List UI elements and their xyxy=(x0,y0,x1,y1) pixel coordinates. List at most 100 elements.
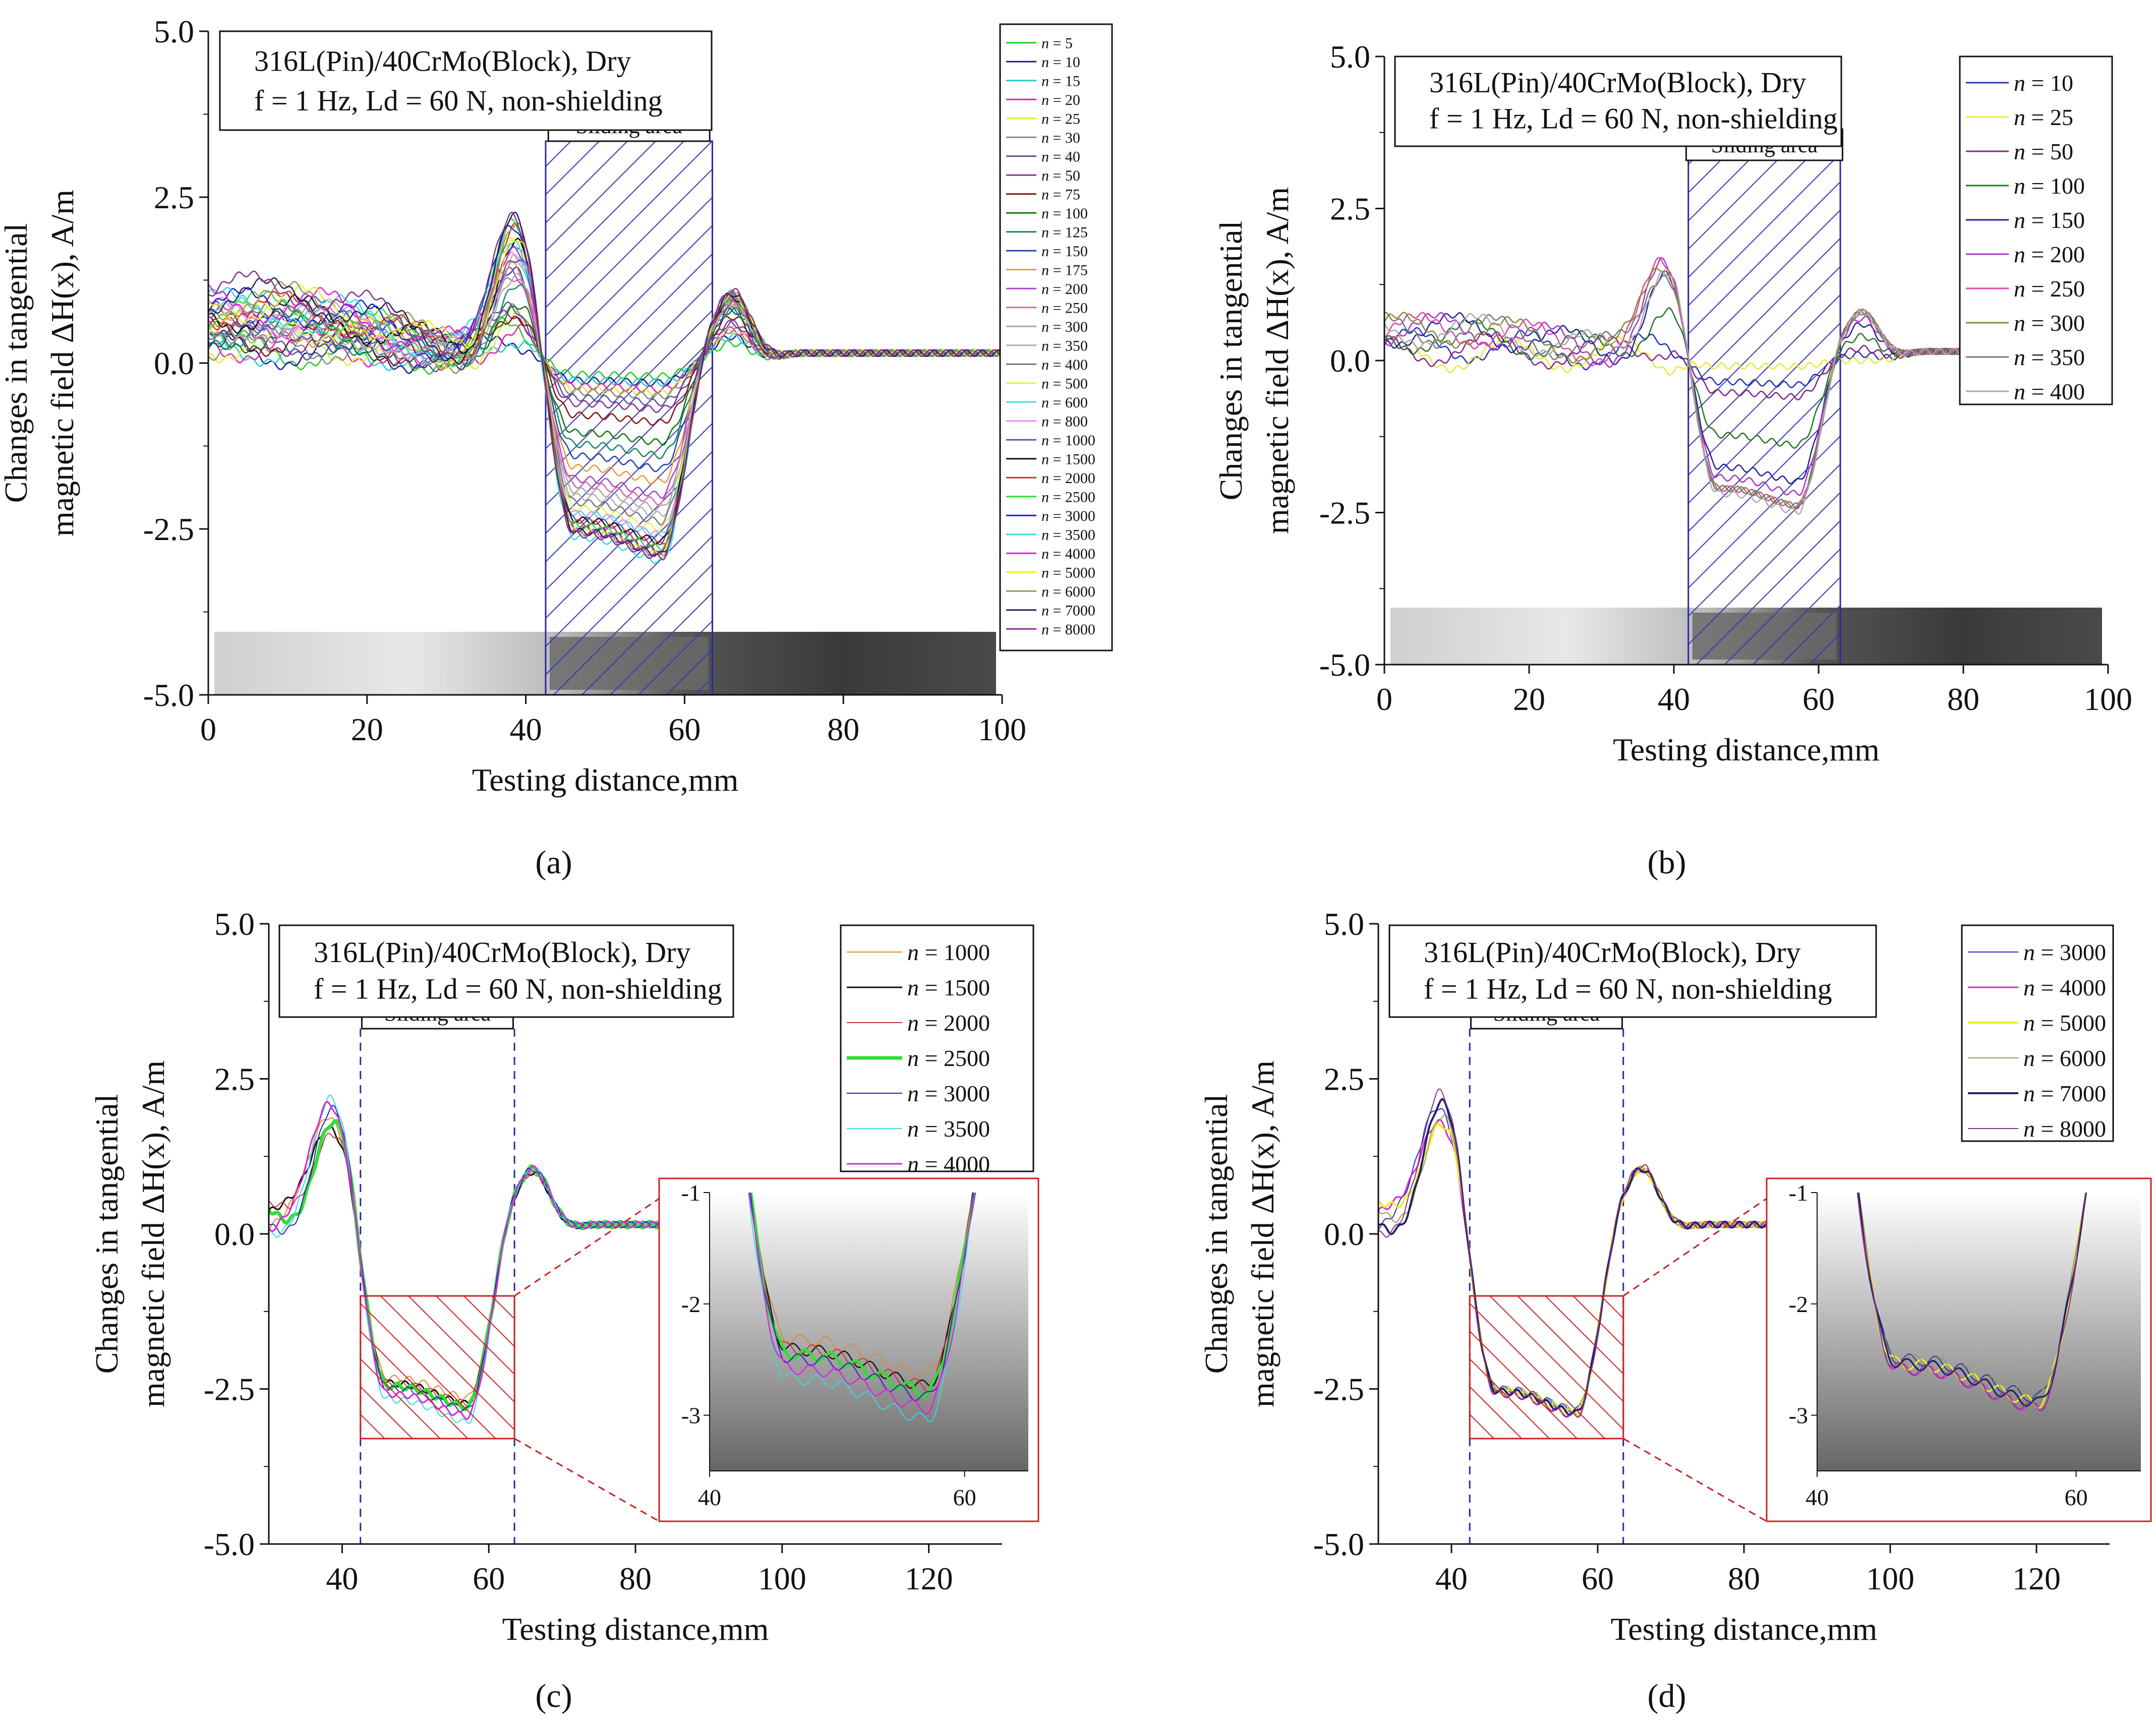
info-box xyxy=(219,30,713,131)
y-tick-label: -2.5 xyxy=(204,1372,255,1407)
chart-panel: Sliding area-5.0-2.50.02.55.040608010012… xyxy=(89,906,1039,1714)
x-tick-label: 60 xyxy=(1582,1561,1614,1596)
legend-box xyxy=(1961,924,2114,1142)
hatch-line xyxy=(1688,379,1841,532)
info-box xyxy=(278,924,734,1018)
legend-label-n8000: n = 8000 xyxy=(2023,1116,2106,1142)
y-tick-label: 5.0 xyxy=(1330,39,1370,75)
hatch-line xyxy=(878,160,1382,665)
hatch-line xyxy=(545,168,713,337)
zoom-hatch-line xyxy=(360,1358,441,1439)
wear-track xyxy=(549,637,709,690)
legend-label-n500: n = 500 xyxy=(1041,375,1088,392)
legend-label-n3000: n = 3000 xyxy=(1041,508,1095,524)
zoom-connector-top xyxy=(1622,1198,1767,1297)
x-tick-label: 0 xyxy=(200,711,216,747)
y-tick-label: -2.5 xyxy=(1313,1372,1364,1407)
zoom-hatch-line xyxy=(380,1296,515,1431)
x-tick-label: 40 xyxy=(326,1561,358,1596)
inset-plot-bg xyxy=(710,1193,1028,1471)
series-line-n4000 xyxy=(1377,1118,1781,1418)
y-tick-label: -2.5 xyxy=(143,511,194,547)
inset-x-tick-label: 60 xyxy=(2065,1485,2088,1510)
hatch-line xyxy=(545,310,713,478)
info-box xyxy=(1388,924,1877,1018)
zoom-hatch-line xyxy=(1470,1413,1494,1439)
legend-label-n400: n = 400 xyxy=(1041,357,1088,373)
info-line-1: 316L(Pin)/40CrMo(Block), Dry xyxy=(254,44,631,77)
legend-box xyxy=(999,23,1113,651)
info-line-1: 316L(Pin)/40CrMo(Block), Dry xyxy=(1429,66,1807,99)
series-line-n4000 xyxy=(208,246,1003,557)
legend-label-n2000: n = 2000 xyxy=(1041,470,1095,487)
hatch-line xyxy=(666,648,713,695)
hatch-line xyxy=(1688,266,1841,420)
inset-y-tick-label: -2 xyxy=(1789,1291,1808,1317)
hatch-line xyxy=(1688,407,1841,561)
hatch-line xyxy=(553,536,713,695)
x-tick-label: 120 xyxy=(2012,1561,2061,1596)
legend-label-n4000: n = 4000 xyxy=(907,1151,990,1177)
hatch-line xyxy=(1688,350,1841,504)
series-line-n6000 xyxy=(208,222,1003,555)
info-line-2: f = 1 Hz, Ld = 60 N, non-shielding xyxy=(1429,102,1838,135)
zoom-hatch-line xyxy=(360,1413,385,1439)
hatch-line xyxy=(2148,160,2156,665)
legend-label-n40: n = 40 xyxy=(1041,148,1080,165)
legend-label-n800: n = 800 xyxy=(1041,413,1088,430)
legend-label-n2500: n = 2500 xyxy=(907,1045,990,1071)
legend-label-n100: n = 100 xyxy=(1041,205,1088,222)
x-tick-label: 80 xyxy=(1728,1561,1760,1596)
y-axis-title-line1: Changes in tangential xyxy=(1213,221,1249,501)
zoom-hatch-line xyxy=(360,1330,469,1439)
zoom-connector-bottom xyxy=(514,1438,660,1522)
series-line-n150 xyxy=(208,266,1003,472)
inset-series-line-n8000 xyxy=(1856,1193,2086,1411)
hatch-line xyxy=(545,479,713,647)
y-tick-label: 0.0 xyxy=(154,345,194,381)
legend-label-n200: n = 200 xyxy=(2014,242,2085,267)
zoom-hatch-line xyxy=(360,1386,413,1439)
zoom-hatch-line xyxy=(1489,1296,1623,1430)
hatch-line xyxy=(545,141,656,252)
legend-label-n50: n = 50 xyxy=(1041,167,1080,184)
x-tick-label: 100 xyxy=(758,1561,806,1596)
legend-label-n10: n = 10 xyxy=(1041,54,1080,71)
legend-label-n4000: n = 4000 xyxy=(1041,546,1095,562)
legend-label-n7000: n = 7000 xyxy=(1041,602,1095,619)
legend-label-n1000: n = 1000 xyxy=(1041,432,1095,449)
hatch-line xyxy=(545,141,684,280)
legend-label-n150: n = 150 xyxy=(1041,243,1088,260)
zoom-hatch-line xyxy=(1545,1296,1623,1375)
y-tick-label: 2.5 xyxy=(154,180,194,215)
zoom-hatch-line xyxy=(1470,1386,1522,1439)
panel-label: (b) xyxy=(1648,844,1686,881)
info-line-1: 316L(Pin)/40CrMo(Block), Dry xyxy=(314,936,691,969)
sliding-area-hatch xyxy=(878,160,2156,665)
x-tick-label: 100 xyxy=(978,711,1026,747)
inset-plot-bg xyxy=(1817,1193,2141,1471)
hatch-line xyxy=(545,141,713,309)
y-tick-label: -5.0 xyxy=(1313,1526,1364,1562)
zoom-hatch-line xyxy=(1296,1296,1438,1439)
series-line-n3000 xyxy=(207,224,1003,555)
hatch-line xyxy=(0,141,260,695)
hatch-line xyxy=(545,423,713,591)
series-line-n1500 xyxy=(208,238,1003,545)
info-box xyxy=(1394,55,1842,147)
zoom-hatch-line xyxy=(519,1296,662,1439)
legend-label-n50: n = 50 xyxy=(2014,139,2073,164)
y-tick-label: 5.0 xyxy=(1324,906,1364,942)
legend-label-n150: n = 150 xyxy=(2014,207,2085,233)
x-axis-title: Testing distance,mm xyxy=(1611,1611,1878,1647)
hatch-line xyxy=(1688,463,1841,617)
x-tick-label: 60 xyxy=(473,1561,505,1596)
y-tick-label: 5.0 xyxy=(214,906,255,942)
hatch-line xyxy=(1688,238,1841,391)
hatch-line xyxy=(581,564,713,695)
y-tick-label: 0.0 xyxy=(1324,1216,1364,1252)
y-axis-title-line2: magnetic field ΔH(x), A/m xyxy=(44,190,80,537)
y-axis-title-line2: magnetic field ΔH(x), A/m xyxy=(1245,1060,1280,1407)
info-line-2: f = 1 Hz, Ld = 60 N, non-shielding xyxy=(254,84,663,117)
panel-label: (a) xyxy=(535,844,572,881)
